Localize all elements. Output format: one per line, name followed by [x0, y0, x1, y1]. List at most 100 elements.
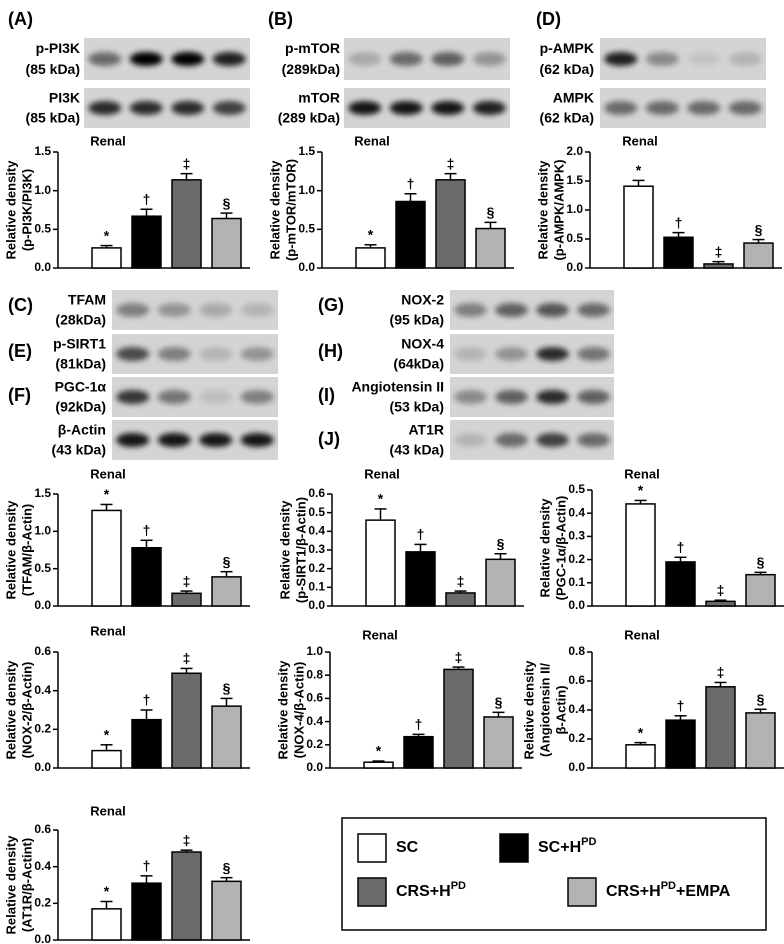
y-axis-label: (p-SIRT1/β-Actin): [293, 497, 308, 603]
bar: [91, 749, 122, 769]
bar: [211, 705, 242, 769]
legend-text: +EMPA: [676, 883, 731, 900]
blot-label: PI3K: [49, 90, 80, 106]
bar: [745, 712, 776, 769]
blot-band: [577, 433, 610, 447]
y-tick-label: 0.8: [568, 644, 585, 658]
legend-text: SC: [396, 839, 419, 856]
legend-label: SC+HPD: [538, 836, 596, 856]
blot-band: [129, 101, 163, 115]
chart-title: Renal: [90, 466, 125, 481]
legend-text: SC+H: [538, 839, 581, 856]
legend-label: CRS+HPD: [396, 880, 466, 900]
bar: [435, 179, 466, 269]
significance-mark: ‡: [447, 155, 455, 171]
bar: [405, 551, 436, 607]
y-tick-label: 1.5: [298, 144, 315, 158]
bar: [363, 761, 394, 769]
blot-band: [495, 347, 528, 361]
y-tick-label: 0.0: [34, 932, 51, 944]
significance-mark: §: [223, 553, 231, 569]
y-tick-label: 0.6: [34, 644, 51, 658]
y-tick-label: 1.5: [34, 486, 51, 500]
blot-band: [728, 52, 762, 66]
y-axis-label: Relative density: [3, 660, 18, 760]
blot-label: (62 kDa): [540, 61, 594, 77]
legend-text: CRS+H: [606, 883, 661, 900]
y-axis-label: Relative density: [521, 660, 536, 760]
chart-title: Renal: [624, 627, 659, 642]
bar: [665, 719, 696, 769]
significance-mark: *: [638, 482, 644, 498]
y-tick-label: 0.3: [308, 542, 325, 556]
blot-band: [88, 52, 122, 66]
bar: [665, 561, 696, 607]
blot-band: [577, 347, 610, 361]
bar: [131, 882, 162, 941]
bar: [211, 576, 242, 607]
y-tick-label: 0.4: [34, 683, 51, 697]
y-tick-label: 0.1: [568, 575, 585, 589]
blot-band: [199, 390, 233, 404]
y-tick-label: 1.0: [34, 183, 51, 197]
bar: [355, 247, 386, 269]
y-tick-label: 0.0: [34, 260, 51, 274]
blot-band: [348, 101, 382, 115]
bar: [171, 592, 202, 607]
significance-mark: ‡: [715, 243, 723, 259]
bar: [483, 716, 514, 769]
blot-band: [157, 433, 191, 447]
bar: [131, 215, 162, 269]
panel-label: (J): [318, 429, 340, 449]
significance-mark: §: [223, 195, 231, 211]
blot-label: AMPK: [553, 90, 594, 106]
blot-band: [577, 390, 610, 404]
y-tick-label: 0.6: [34, 822, 51, 836]
y-tick-label: 0.5: [566, 231, 583, 245]
bar: [91, 509, 122, 607]
chart-title: Renal: [90, 803, 125, 818]
bar: [131, 547, 162, 607]
bar: [623, 185, 654, 269]
blot-band: [645, 52, 679, 66]
significance-mark: §: [497, 535, 505, 551]
panel-label: (E): [8, 341, 32, 361]
blot-label: (53 kDa): [390, 399, 444, 415]
significance-mark: *: [104, 227, 110, 243]
bar: [475, 227, 506, 269]
significance-mark: ‡: [183, 573, 191, 589]
significance-mark: §: [755, 221, 763, 237]
chart-title: Renal: [622, 133, 657, 148]
y-tick-label: 0.5: [308, 505, 325, 519]
panel-label: (D): [536, 9, 561, 29]
blot-band: [431, 101, 465, 115]
blot-label: β-Actin: [58, 422, 106, 438]
y-tick-label: 0.5: [34, 222, 51, 236]
y-tick-label: 0.2: [306, 737, 323, 751]
blot-band: [577, 303, 610, 317]
blot-band: [199, 347, 233, 361]
blot-band: [495, 303, 528, 317]
y-tick-label: 0.2: [34, 896, 51, 910]
significance-mark: §: [487, 204, 495, 220]
blot-band: [431, 52, 465, 66]
bar: [131, 718, 162, 769]
bar: [445, 592, 476, 607]
bar: [171, 851, 202, 941]
y-tick-label: 0.8: [306, 667, 323, 681]
significance-mark: *: [368, 227, 374, 243]
blot-band: [536, 303, 569, 317]
blot-band: [171, 52, 205, 66]
significance-mark: ‡: [183, 832, 191, 848]
significance-mark: †: [143, 522, 151, 538]
significance-mark: §: [757, 691, 765, 707]
blot-band: [129, 52, 163, 66]
legend-swatch: [499, 833, 529, 863]
y-tick-label: 0.2: [34, 722, 51, 736]
significance-mark: ‡: [717, 582, 725, 598]
blot-band: [495, 433, 528, 447]
blot-label: p-mTOR: [285, 40, 340, 56]
y-axis-label: (AT1R/β-Actint): [19, 838, 34, 932]
blot-band: [212, 52, 246, 66]
